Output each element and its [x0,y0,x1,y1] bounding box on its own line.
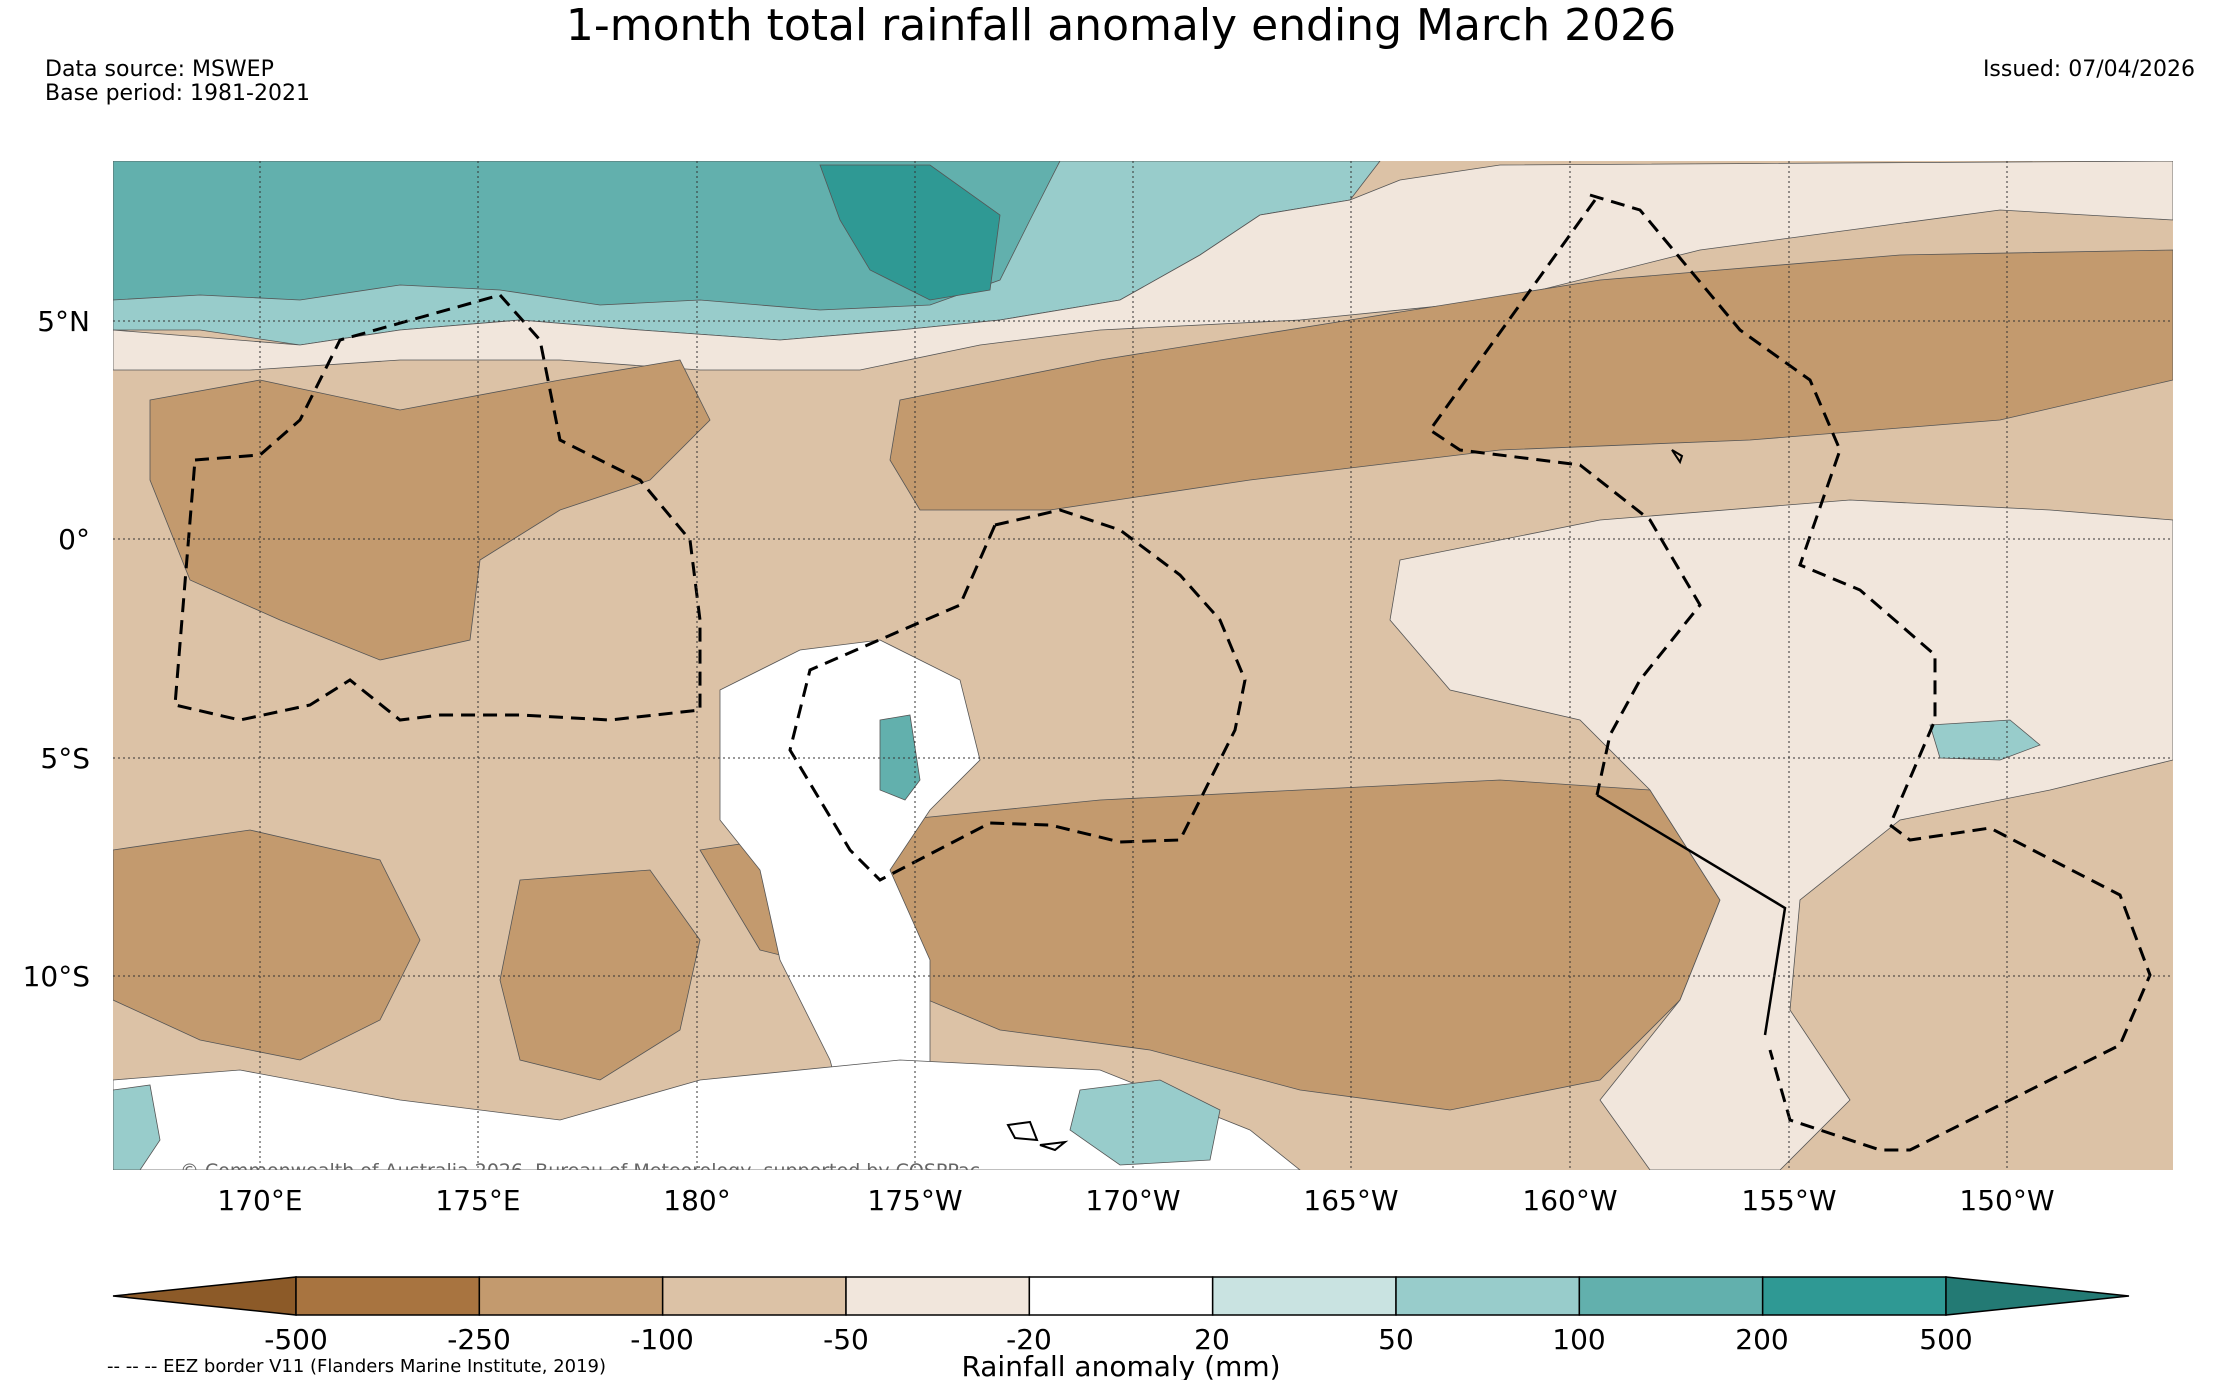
anomaly-map: © Commonwealth of Australia 2026, Bureau… [113,161,2173,1182]
lat-label: 5°N [37,305,90,338]
colorbar-segment [661,1276,847,1316]
dry-core-southwest [113,829,421,1061]
colorbar-low-extension [112,1276,297,1316]
map-gridlines [113,161,2173,1170]
colorbar-tick-label: -500 [264,1323,328,1356]
latitude-labels: 5°N 0° 5°S 10°S [23,305,90,993]
lon-label: 165°W [1303,1184,1398,1217]
lat-label: 10°S [23,960,90,993]
map-title: 1-month total rainfall anomaly ending Ma… [566,0,1676,51]
dry-core-southwest-2 [499,869,701,1081]
colorbar-tick-label: -250 [447,1323,511,1356]
colorbar-axis-label: Rainfall anomaly (mm) [961,1350,1280,1380]
lon-label: 170°E [217,1184,302,1217]
colorbar: -500 -250 -100 -50 -20 20 50 100 200 500… [112,1276,2130,1380]
base-period-label: Base period: 1981-2021 [45,81,310,106]
wet-patch-south [1069,1079,1221,1166]
island-coastline-icon [1006,1120,1039,1142]
colorbar-high-extension [1945,1276,2130,1316]
colorbar-segment [1211,1276,1397,1316]
near-normal-east [1389,499,2173,1170]
eez-border-phoenix [788,508,1247,882]
colorbar-segment [1395,1276,1581,1316]
wet-region-north-core [819,164,1001,301]
colorbar-tick-label: -100 [630,1323,694,1356]
colorbar-tick-label: 50 [1378,1323,1414,1356]
eez-border-gilbert [173,293,702,722]
lon-label: 160°W [1522,1184,1617,1217]
data-source-label: Data source: MSWEP [45,57,274,82]
eez-solid-segment [1596,793,1787,1036]
eez-borders [173,193,2152,1152]
issued-date-label: Issued: 07/04/2026 [1983,57,2195,82]
lon-label: 175°W [867,1184,962,1217]
colorbar-segment [295,1276,481,1316]
normal-south-edge [113,1059,1301,1170]
colorbar-tick-label: 20 [1194,1323,1230,1356]
dry-core-west [149,359,711,661]
colorbar-tick-label: -20 [1006,1323,1052,1356]
longitude-labels: 170°E 175°E 180° 175°W 170°W 165°W 160°W… [217,1184,2054,1217]
colorbar-tick-label: -50 [823,1323,869,1356]
lon-label: 175°E [435,1184,520,1217]
colorbar-tick-label: 100 [1552,1323,1605,1356]
lon-label: 170°W [1085,1184,1180,1217]
dry-core-north-east [889,249,2173,511]
lon-label: 180° [663,1184,730,1217]
lat-label: 0° [58,523,90,556]
colorbar-segment [478,1276,664,1316]
colorbar-tick-label: 200 [1735,1323,1788,1356]
colorbar-segment [845,1276,1031,1316]
colorbar-segment [1578,1276,1764,1316]
wet-region-north-inner [113,161,1061,311]
island-coastline-icon [1671,449,1684,465]
wet-patch-southwest [113,1084,161,1170]
colorbar-segment [1028,1276,1214,1316]
lat-label: 5°S [40,742,90,775]
eez-footnote: -- -- -- EEZ border V11 (Flanders Marine… [107,1356,606,1377]
eez-border-line-west [1427,199,1702,796]
copyright-notice: © Commonwealth of Australia 2026, Bureau… [180,1160,980,1182]
colorbar-ticks: -500 -250 -100 -50 -20 20 50 100 200 500 [264,1323,1973,1356]
colorbar-tick-label: 500 [1919,1323,1972,1356]
colorbar-segments [295,1276,1947,1316]
island-coastline-icon [1039,1140,1069,1152]
lon-label: 155°W [1741,1184,1836,1217]
dry-core-south [699,779,1721,1111]
eez-border-line-islands [1589,193,2152,1152]
colorbar-segment [1761,1276,1947,1316]
lon-label: 150°W [1959,1184,2054,1217]
wet-patch-east [1929,719,2041,761]
